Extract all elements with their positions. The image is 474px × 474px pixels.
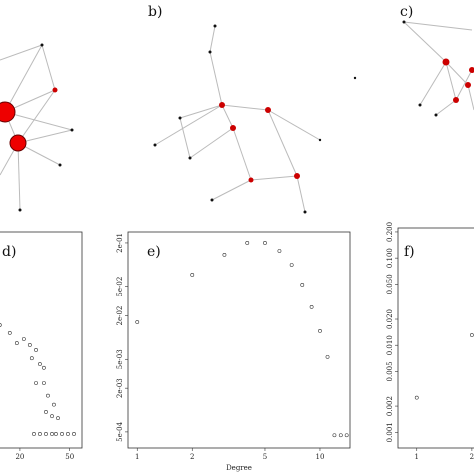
network-a	[0, 43, 74, 212]
y-tick-label: 2e-01	[116, 233, 124, 253]
point	[263, 241, 267, 245]
panel-label: d)	[2, 244, 16, 260]
point	[44, 432, 48, 436]
point	[289, 263, 294, 267]
network-b	[153, 24, 357, 214]
point	[46, 393, 50, 398]
point	[135, 320, 140, 324]
panel-label: f)	[404, 244, 415, 260]
panel-label: e)	[147, 244, 161, 260]
point	[42, 381, 46, 385]
point	[29, 356, 34, 361]
point	[332, 433, 337, 438]
point	[38, 362, 42, 366]
x-tick-label: 20	[15, 453, 24, 461]
point	[338, 433, 343, 438]
point	[32, 432, 36, 436]
x-tick-label: 2	[470, 453, 474, 461]
panel-label: c)	[400, 4, 413, 20]
network-c	[402, 20, 474, 117]
point	[27, 343, 32, 347]
point	[52, 402, 56, 407]
point	[21, 337, 26, 341]
x-tick-label: 2	[190, 453, 194, 461]
point	[0, 323, 2, 327]
point	[56, 416, 60, 421]
y-tick-label: 0.050	[386, 274, 394, 294]
y-tick-label: 0.010	[386, 335, 394, 355]
point	[309, 305, 314, 309]
point	[66, 432, 70, 436]
y-tick-label: 5e-04	[116, 421, 124, 441]
point	[34, 381, 38, 385]
point	[7, 331, 12, 335]
point	[469, 333, 474, 337]
x-tick-label: 5	[263, 453, 267, 461]
point	[344, 433, 349, 438]
point	[38, 432, 42, 436]
point	[325, 354, 330, 359]
plot-frame	[397, 227, 474, 449]
plot-frame	[0, 231, 83, 449]
y-tick-label: 5e-03	[116, 349, 124, 369]
y-tick-label: 5e-02	[116, 277, 124, 297]
panel-label: b)	[148, 4, 162, 20]
y-tick-label: 0.005	[386, 361, 394, 381]
point	[414, 395, 419, 400]
y-tick-label: 0.200	[386, 222, 394, 242]
point	[34, 348, 38, 352]
x-tick-label: 10	[316, 453, 325, 461]
point	[14, 341, 19, 345]
y-tick-label: 2e-03	[116, 378, 124, 398]
y-tick-label: 0.001	[386, 422, 394, 442]
point	[318, 328, 322, 333]
point	[72, 432, 76, 436]
x-tick-label: 1	[135, 453, 139, 461]
point	[54, 432, 58, 436]
x-tick-label: 1	[415, 453, 419, 461]
point	[190, 273, 195, 277]
point	[50, 432, 54, 436]
point	[222, 252, 227, 257]
y-tick-label: 0.020	[386, 309, 394, 329]
point	[245, 241, 250, 245]
x-axis-label: Degree	[226, 464, 252, 472]
point	[44, 410, 48, 414]
point	[50, 414, 54, 419]
plot-frame	[127, 231, 351, 449]
y-tick-label: 2e-02	[116, 306, 124, 326]
point	[60, 432, 64, 436]
x-tick-label: 50	[65, 453, 74, 461]
y-tick-label: 0.002	[386, 396, 394, 416]
point	[277, 249, 282, 253]
point	[300, 283, 305, 287]
point	[42, 365, 46, 370]
y-tick-label: 0.100	[386, 248, 394, 268]
